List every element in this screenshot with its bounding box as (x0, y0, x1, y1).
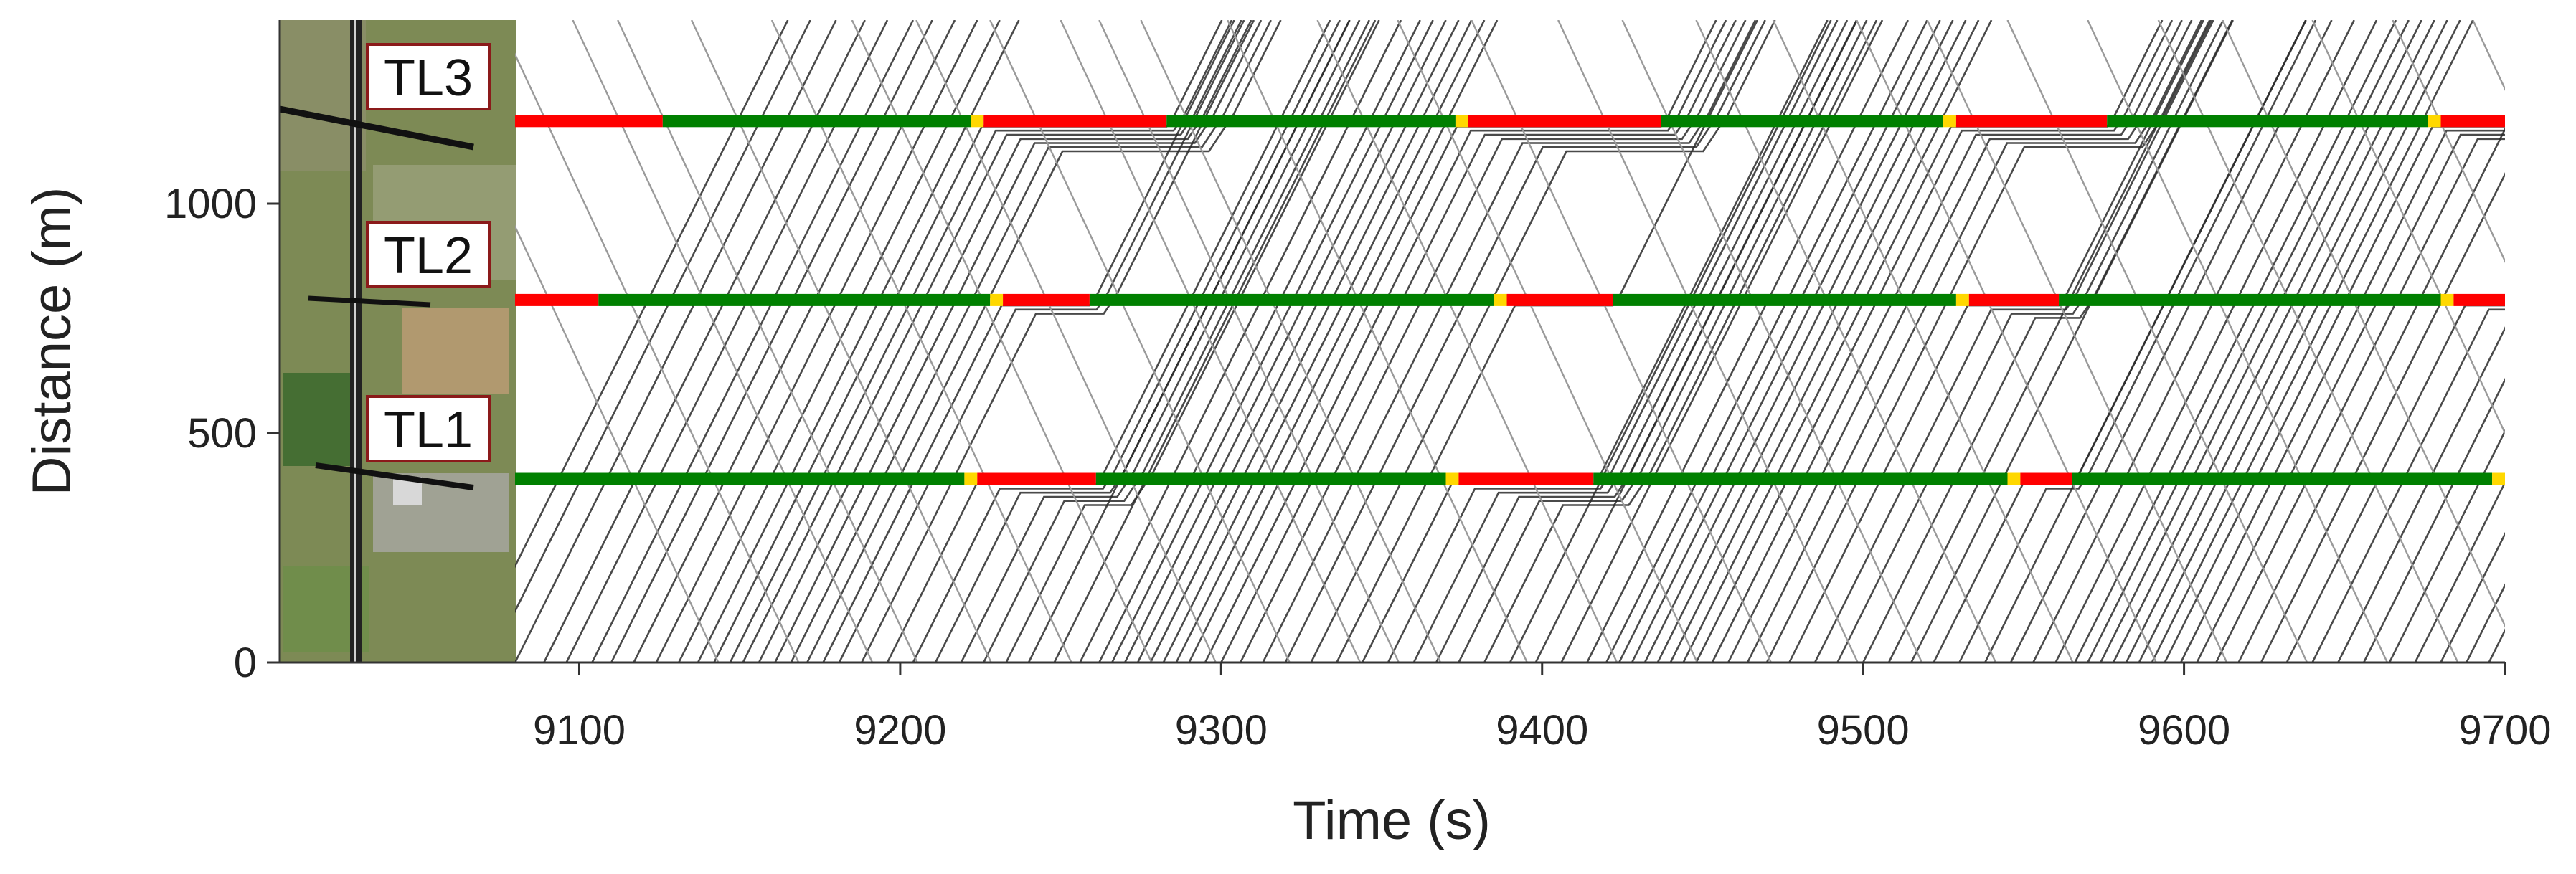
signal-phase-green (2107, 115, 2428, 127)
signal-phase-yellow (2008, 473, 2021, 485)
y-tick-label: 1000 (164, 181, 257, 227)
signal-phase-red (1969, 294, 2059, 306)
signal-phase-green (1096, 473, 1446, 485)
x-tick-label: 9100 (533, 707, 626, 754)
y-tick-label: 500 (187, 410, 257, 457)
x-tick-label: 9500 (1817, 707, 1910, 754)
signal-phase-green (515, 473, 964, 485)
signal-phase-yellow (1956, 294, 1969, 306)
signal-phase-yellow (1456, 115, 1468, 127)
signal-phase-yellow (2441, 294, 2454, 306)
signal-phase-red (1507, 294, 1613, 306)
signal-phase-red (1468, 115, 1661, 127)
signal-phase-red (2453, 294, 2505, 306)
signal-phase-green (1661, 115, 1943, 127)
x-tick-label: 9300 (1175, 707, 1268, 754)
signal-phase-green (2072, 473, 2492, 485)
signal-phase-yellow (1446, 473, 1459, 485)
signal-phase-green (2059, 294, 2440, 306)
x-tick-label: 9600 (2138, 707, 2230, 754)
signal-phase-yellow (1494, 294, 1507, 306)
signal-phase-green (598, 294, 990, 306)
signal-phase-green (1090, 294, 1494, 306)
signal-phase-green (1613, 294, 1956, 306)
y-tick-label: 0 (234, 640, 257, 686)
signal-phase-red (2020, 473, 2072, 485)
x-tick-label: 9400 (1496, 707, 1588, 754)
satellite-map-inset: TL3 TL2 TL1 (280, 20, 516, 662)
signal-phase-yellow (964, 473, 977, 485)
x-axis-title: Time (s) (1293, 790, 1491, 851)
signal-phase-red (515, 115, 663, 127)
signal-phase-red (977, 473, 1096, 485)
signal-phase-green (663, 115, 971, 127)
tl3-label: TL3 (384, 49, 473, 107)
signal-phase-yellow (2428, 115, 2441, 127)
signal-phase-red (983, 115, 1166, 127)
signal-phase-green (1166, 115, 1456, 127)
x-tick-label: 9700 (2458, 707, 2551, 754)
tl2-label: TL2 (384, 227, 473, 285)
signal-phase-yellow (990, 294, 1003, 306)
signal-phase-yellow (1943, 115, 1956, 127)
signal-phase-red (515, 294, 598, 306)
signal-phase-red (1956, 115, 2107, 127)
x-tick-label: 9200 (854, 707, 946, 754)
signal-phase-red (1003, 294, 1090, 306)
signal-phase-yellow (971, 115, 983, 127)
signal-phase-yellow (2492, 473, 2505, 485)
signal-phase-green (1593, 473, 2007, 485)
tl1-label: TL1 (384, 402, 473, 459)
y-axis-title: Distance (m) (22, 187, 82, 496)
signal-phase-red (2441, 115, 2505, 127)
signal-phase-red (1458, 473, 1593, 485)
